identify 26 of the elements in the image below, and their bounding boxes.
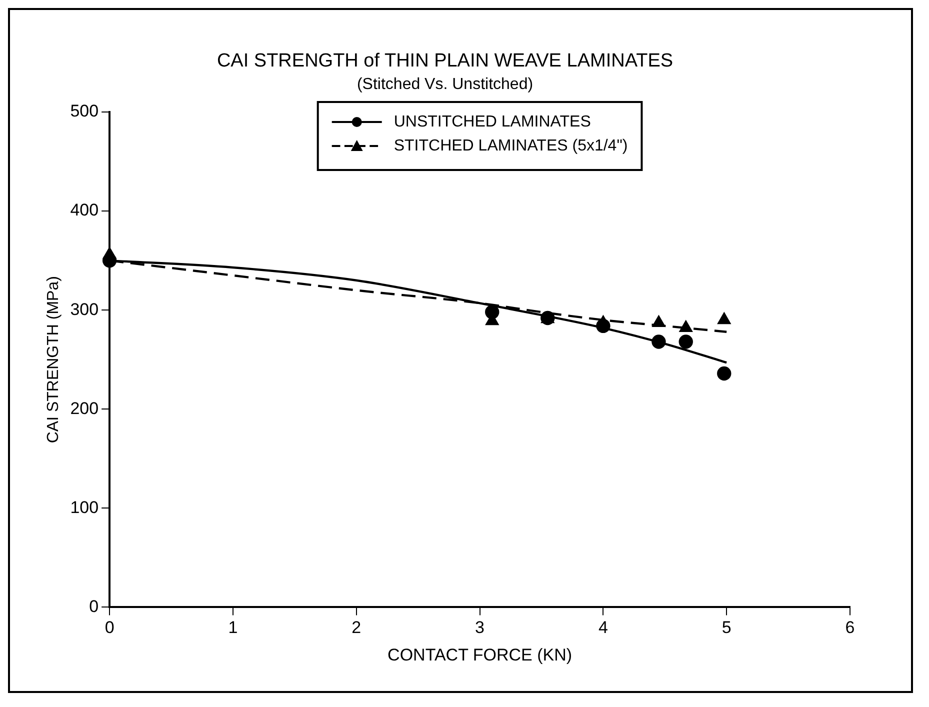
y-axis-title: CAI STRENGTH (MPa) bbox=[45, 276, 62, 444]
y-tick-label: 500 bbox=[70, 102, 99, 121]
point bbox=[718, 312, 730, 324]
x-tick-label: 4 bbox=[598, 618, 608, 638]
point bbox=[652, 334, 666, 349]
chart-title: CAI STRENGTH of THIN PLAIN WEAVE LAMINATES bbox=[216, 50, 674, 72]
x-tick-label: 0 bbox=[104, 618, 114, 638]
x-tick-label: 5 bbox=[722, 618, 732, 638]
y-tick-label: 200 bbox=[70, 398, 99, 418]
point bbox=[103, 248, 116, 259]
y-tick-label: 400 bbox=[70, 200, 99, 220]
point bbox=[678, 334, 693, 349]
legend-label: STITCHED LAMINATES (5x1/4") bbox=[394, 137, 628, 154]
x-tick-label: 3 bbox=[475, 618, 485, 638]
x-axis-title: CONTACT FORCE (KN) bbox=[388, 645, 572, 664]
y-tick-label: 0 bbox=[89, 596, 99, 616]
chart-subtitle: (Stitched Vs. Unstitched) bbox=[356, 76, 534, 93]
x-tick-label: 6 bbox=[845, 618, 855, 638]
x-tick-label: 1 bbox=[228, 618, 238, 638]
point bbox=[680, 320, 692, 332]
y-tick-label: 300 bbox=[70, 300, 99, 319]
point bbox=[652, 316, 666, 328]
point bbox=[717, 366, 732, 381]
legend-label: UNSTITCHED LAMINATES bbox=[394, 113, 591, 130]
y-tick-label: 100 bbox=[70, 498, 99, 517]
x-tick-label: 2 bbox=[352, 618, 362, 638]
